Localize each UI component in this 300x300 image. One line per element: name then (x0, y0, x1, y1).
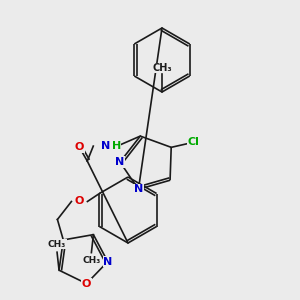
Text: Cl: Cl (187, 137, 199, 147)
Text: H: H (112, 141, 121, 151)
Text: N: N (134, 184, 143, 194)
Text: N: N (103, 256, 112, 267)
Text: O: O (82, 279, 91, 289)
Text: N: N (116, 157, 124, 167)
Text: O: O (75, 142, 84, 152)
Text: CH₃: CH₃ (82, 256, 100, 265)
Text: N: N (101, 141, 110, 151)
Text: CH₃: CH₃ (152, 63, 172, 73)
Text: CH₃: CH₃ (48, 240, 66, 249)
Text: O: O (75, 196, 84, 206)
